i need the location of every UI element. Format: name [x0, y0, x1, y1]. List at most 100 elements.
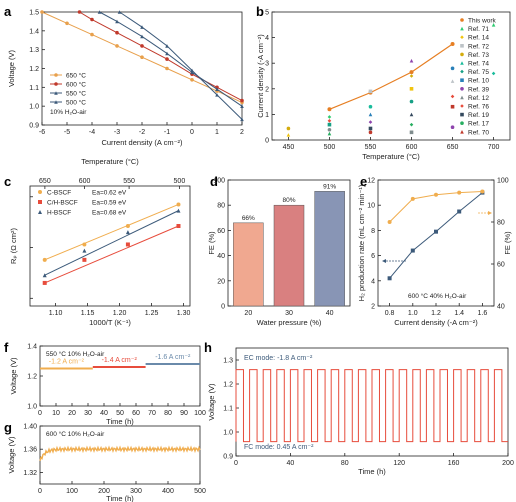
x-tick-label: 600 [406, 144, 418, 151]
reference-point [327, 115, 332, 119]
x-tick-label: 0 [190, 129, 194, 136]
reference-point [327, 122, 332, 127]
h2-rate-line [389, 192, 483, 279]
legend-marker [38, 190, 42, 194]
y-tick-label: 1.4 [29, 28, 39, 35]
h2-rate-point [410, 248, 415, 253]
y-tick-label: 80 [497, 220, 505, 227]
y-tick-label: 5 [265, 10, 269, 17]
x-tick-label: 80 [341, 460, 349, 467]
legend-marker [460, 104, 464, 108]
x-tick-label: 1.0 [408, 310, 418, 317]
y-tick-label: 60 [217, 228, 225, 235]
x-axis-label: Time (h) [106, 494, 134, 502]
y-tick-label: 10 [367, 203, 375, 210]
bar [273, 204, 305, 307]
x-tick-label: 20 [244, 310, 252, 317]
annotation: 10% H₂O-air [50, 109, 87, 116]
this-work-line [329, 43, 453, 110]
bar [314, 191, 345, 307]
y-tick-label: 4 [371, 278, 375, 285]
data-point [65, 21, 69, 26]
reference-point [450, 79, 455, 83]
top-tick-label: 500 [174, 178, 186, 185]
legend-label: Ref. 17 [468, 121, 489, 128]
reference-point [409, 130, 414, 135]
data-point [165, 66, 169, 71]
reference-point [368, 104, 373, 109]
x-tick-label: 100 [194, 410, 206, 417]
y-axis-label: Voltage (V) [7, 49, 16, 87]
fe-point [410, 196, 415, 201]
data-point [140, 34, 144, 39]
data-point [90, 32, 94, 37]
data-point [165, 44, 169, 48]
data-point [215, 87, 219, 92]
legend-label: Ref. 19 [468, 112, 489, 119]
y-tick-label: 1.3 [223, 358, 233, 365]
reference-point [286, 126, 291, 131]
legend-marker [460, 61, 464, 65]
legend-marker [38, 210, 42, 214]
legend-marker [460, 69, 464, 74]
data-point [190, 78, 194, 82]
y-tick-label: 1.0 [29, 104, 39, 111]
series-line [119, 11, 243, 120]
h2-rate-point [457, 209, 462, 214]
data-point [42, 257, 47, 262]
data-point [125, 242, 130, 247]
data-point [165, 57, 169, 61]
top-tick-label: 550 [123, 178, 135, 185]
fe-point [480, 189, 485, 194]
data-point [90, 17, 94, 22]
fit-line [44, 225, 179, 284]
legend-label: Ref. 71 [468, 26, 489, 33]
reference-point [450, 94, 455, 99]
legend-marker [54, 100, 58, 104]
cycling-trace [235, 369, 508, 443]
x-tick-label: 1.10 [49, 310, 63, 317]
x-axis-label: Current density (A cm⁻²) [101, 138, 183, 147]
data-point [97, 10, 102, 14]
legend-marker [460, 26, 464, 31]
x-tick-label: 30 [84, 410, 92, 417]
y-tick-label: 1.0 [27, 404, 37, 411]
data-point [176, 202, 181, 207]
data-point [82, 257, 87, 262]
reference-point [450, 125, 455, 129]
x-tick-label: 1.30 [177, 310, 191, 317]
y-tick-label: 100 [497, 178, 509, 185]
x-tick-label: 160 [448, 460, 460, 467]
legend-ea: Ea=0.59 eV [92, 200, 127, 207]
x-axis-label: Water pressure (%) [257, 318, 322, 327]
legend-marker [460, 87, 464, 91]
legend-label: Ref. 73 [468, 52, 489, 59]
data-point [240, 104, 244, 108]
y-tick-label: 2 [371, 304, 375, 311]
bar-value-label: 66% [242, 215, 255, 222]
legend-ea: Ea=0.68 eV [92, 210, 127, 217]
data-point [115, 19, 119, 24]
legend-marker [460, 18, 464, 22]
legend-label: Ref. 76 [468, 104, 489, 111]
legend-marker [54, 82, 58, 86]
legend-marker [460, 52, 464, 57]
fc-mode-label: FC mode: 0.45 A cm⁻² [244, 444, 314, 451]
reference-point [327, 119, 332, 123]
x-tick-label: 50 [116, 410, 124, 417]
voltage-trace [39, 445, 201, 461]
x-tick-label: -1 [164, 129, 170, 136]
reference-point [450, 104, 455, 109]
x-axis-label: Time (h) [358, 467, 386, 476]
y-axis-label: FE (%) [207, 231, 216, 255]
data-point [82, 242, 87, 247]
x-tick-label: 40 [326, 310, 334, 317]
reference-point [491, 23, 496, 27]
reference-point [368, 112, 373, 117]
y-axis-label: Voltage (V) [7, 436, 16, 474]
x-tick-label: 0 [38, 488, 42, 495]
legend-label: Ref. 70 [468, 129, 489, 136]
x-tick-label: 100 [66, 488, 78, 495]
x-tick-label: 1.2 [431, 310, 441, 317]
legend-label: 550 °C [66, 90, 86, 98]
